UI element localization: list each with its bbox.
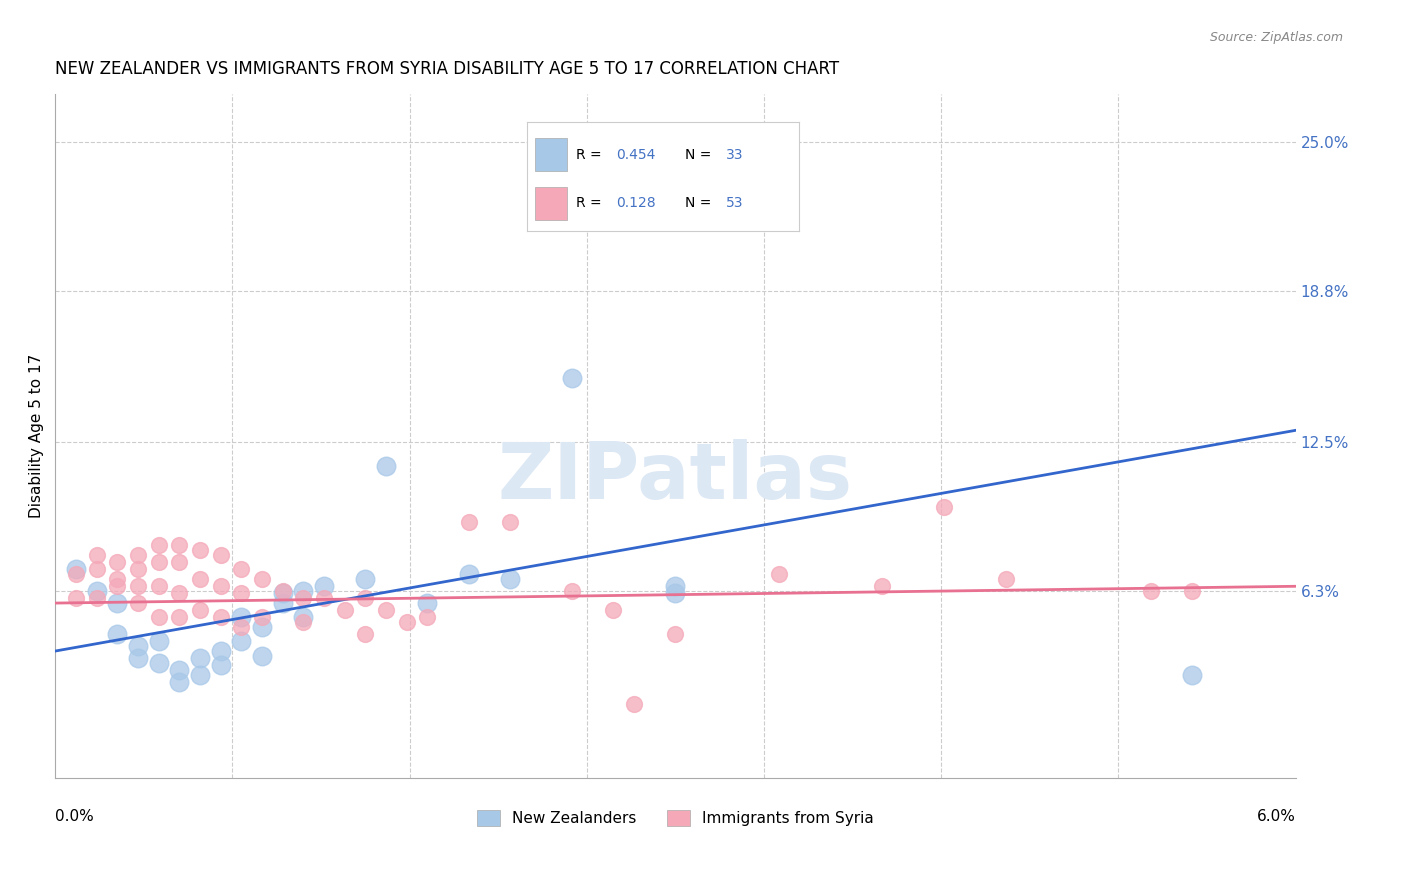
Point (86, 548, 108, 562)
Text: 0.0%: 0.0% (55, 809, 94, 824)
Point (333, 603, 356, 617)
Point (105, 596, 128, 610)
Point (271, 586, 294, 600)
Text: 6.0%: 6.0% (1257, 809, 1295, 824)
Point (375, 603, 398, 617)
Point (209, 644, 232, 658)
Point (1181, 668, 1204, 682)
Point (127, 640, 149, 654)
Point (375, 459, 398, 474)
Point (870, 579, 893, 593)
Point (148, 539, 170, 553)
Point (457, 567, 479, 582)
Point (768, 567, 790, 582)
Point (148, 555, 170, 569)
Point (231, 562, 253, 576)
Point (105, 555, 128, 569)
Text: ZIPatlas: ZIPatlas (498, 440, 853, 516)
Legend: New Zealanders, Immigrants from Syria: New Zealanders, Immigrants from Syria (471, 804, 880, 832)
Point (354, 591, 377, 606)
Point (148, 634, 170, 648)
Point (457, 515, 479, 529)
Point (86, 591, 108, 606)
Point (127, 548, 149, 562)
Point (188, 543, 211, 558)
Point (271, 596, 294, 610)
Point (86, 562, 108, 576)
Point (231, 586, 253, 600)
Point (416, 596, 439, 610)
Point (664, 586, 686, 600)
Point (148, 579, 170, 593)
Point (188, 651, 211, 665)
Point (354, 627, 377, 641)
Point (231, 620, 253, 634)
Point (561, 584, 583, 599)
Point (602, 603, 624, 617)
Point (167, 555, 190, 569)
Point (1181, 584, 1204, 599)
Point (395, 615, 418, 630)
Point (416, 610, 439, 624)
Point (209, 579, 232, 593)
Point (499, 515, 522, 529)
Point (623, 697, 645, 711)
Point (312, 579, 335, 593)
Point (65, 562, 87, 576)
Point (188, 572, 211, 586)
Point (561, 370, 583, 384)
Point (105, 572, 128, 586)
Point (65, 591, 87, 606)
Point (250, 620, 273, 634)
Point (167, 539, 190, 553)
Point (1140, 584, 1163, 599)
Point (127, 579, 149, 593)
Point (167, 663, 190, 677)
Point (231, 610, 253, 624)
Point (312, 591, 335, 606)
Text: NEW ZEALANDER VS IMMIGRANTS FROM SYRIA DISABILITY AGE 5 TO 17 CORRELATION CHART: NEW ZEALANDER VS IMMIGRANTS FROM SYRIA D… (55, 60, 839, 78)
Point (934, 500, 956, 515)
Point (292, 584, 315, 599)
Point (167, 610, 190, 624)
Point (148, 656, 170, 670)
Point (250, 610, 273, 624)
Point (725, 202, 748, 217)
Point (188, 603, 211, 617)
Point (292, 591, 315, 606)
Point (271, 584, 294, 599)
Point (292, 615, 315, 630)
Point (292, 610, 315, 624)
Point (209, 658, 232, 673)
Point (995, 572, 1018, 586)
Point (148, 610, 170, 624)
Point (209, 610, 232, 624)
Point (188, 668, 211, 682)
Point (167, 586, 190, 600)
Point (167, 675, 190, 690)
Point (664, 627, 686, 641)
Point (209, 548, 232, 562)
Point (354, 572, 377, 586)
Point (664, 579, 686, 593)
Point (127, 596, 149, 610)
Text: Source: ZipAtlas.com: Source: ZipAtlas.com (1209, 31, 1343, 45)
Point (250, 648, 273, 663)
Point (499, 572, 522, 586)
Point (105, 627, 128, 641)
Point (250, 572, 273, 586)
Point (127, 651, 149, 665)
Point (127, 562, 149, 576)
Point (105, 579, 128, 593)
Point (231, 634, 253, 648)
Point (65, 567, 87, 582)
Point (86, 584, 108, 599)
Y-axis label: Disability Age 5 to 17: Disability Age 5 to 17 (30, 354, 44, 518)
